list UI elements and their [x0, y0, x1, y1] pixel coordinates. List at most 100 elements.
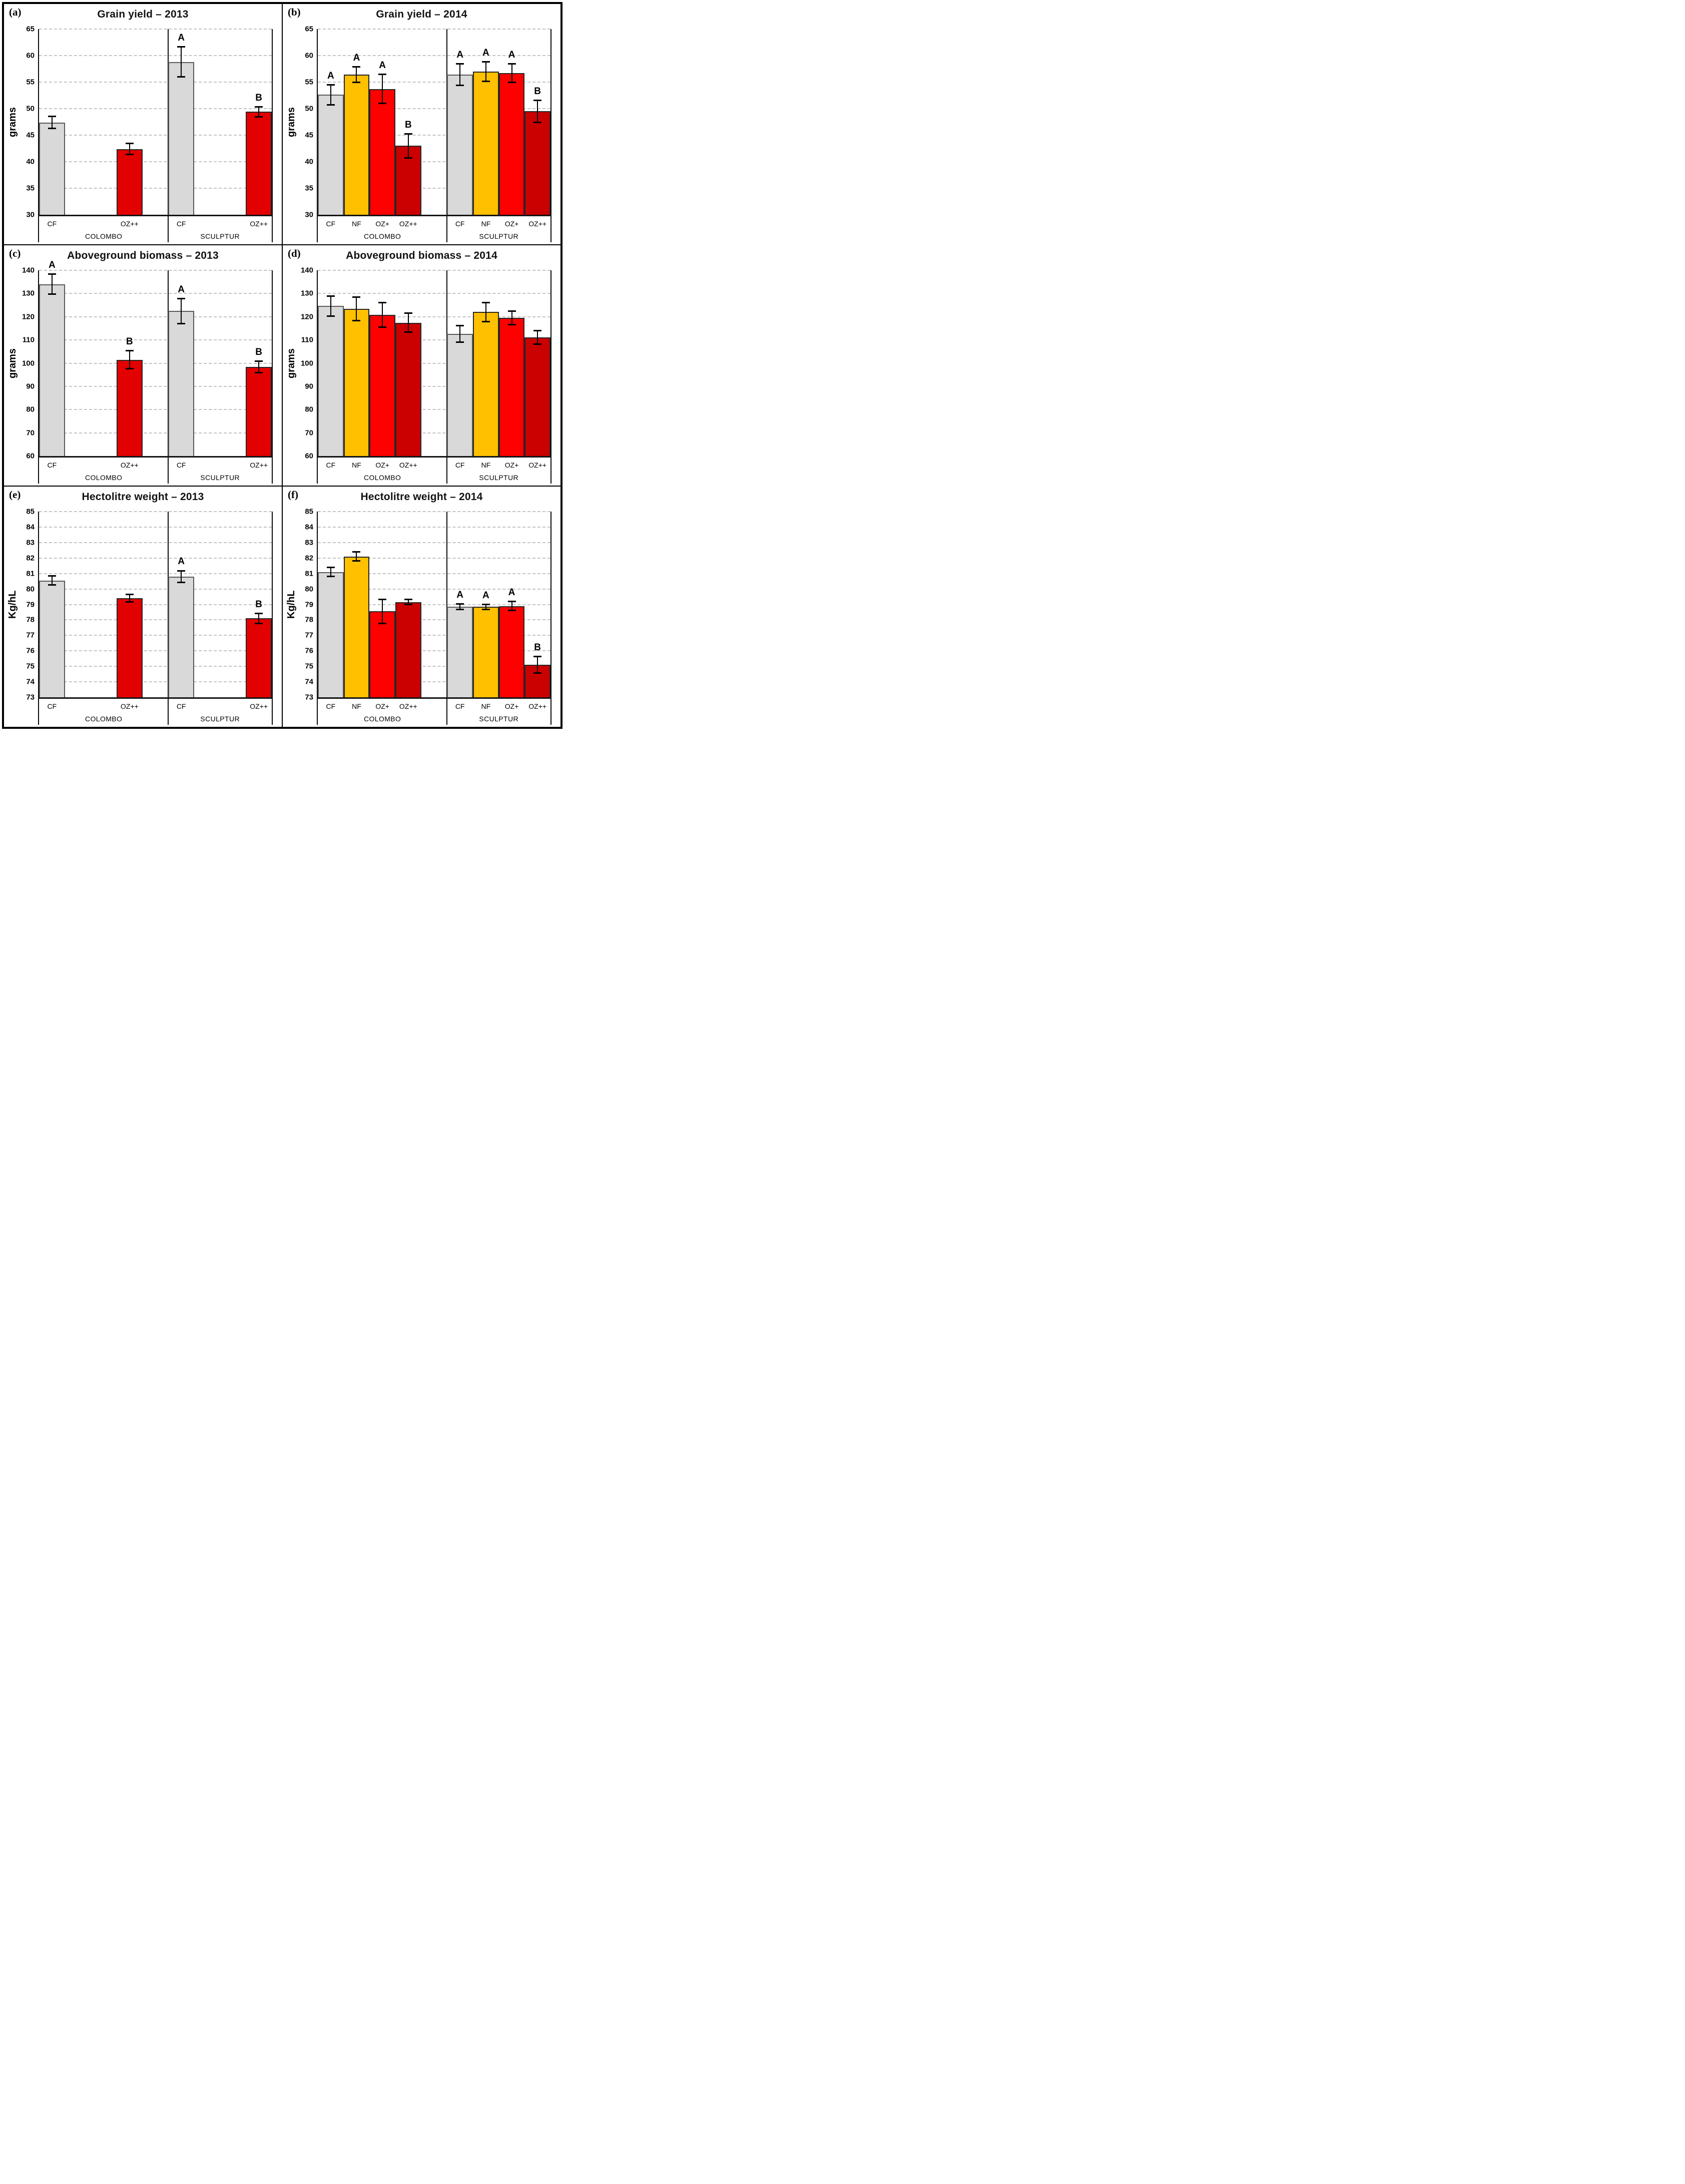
bar-colombo-ozpp — [116, 359, 143, 456]
error-bar-cap-top — [48, 115, 56, 117]
error-bar-line — [537, 330, 538, 345]
y-tick-label: 80 — [305, 585, 313, 594]
error-bar-cap-bottom — [125, 601, 134, 603]
chart-panel: (b) Grain yield – 2014 grams 30 35 40 45 50 55 60… — [282, 4, 561, 245]
y-tick-label: 55 — [305, 78, 313, 87]
error-bar-cap-top — [404, 312, 412, 314]
error-bar-cap-bottom — [481, 80, 490, 82]
panel-header: (d) Aboveground biomass – 2014 — [283, 245, 560, 267]
significance-letter-sculptur-ozp: A — [508, 49, 515, 60]
error-bar-cap-bottom — [125, 368, 134, 370]
group-label-colombo: COLOMBO — [363, 474, 401, 482]
panel-header: (c) Aboveground biomass – 2013 — [4, 245, 282, 267]
bar-sculptur-cf — [168, 62, 194, 215]
bar-colombo-cf — [39, 122, 65, 215]
y-tick-label: 60 — [305, 452, 313, 461]
error-bar-cap-top — [378, 74, 387, 76]
error-bar-line — [407, 133, 409, 158]
bar-colombo-cf — [318, 95, 344, 215]
error-bar-cap-top — [326, 567, 335, 569]
panel-header: (a) Grain yield – 2013 — [4, 4, 282, 26]
y-tick-label: 74 — [305, 677, 313, 686]
gridline — [39, 573, 272, 574]
category-axis-area: CF OZ++ COLOMBO CF OZ++ SCULPTUR — [38, 458, 273, 484]
error-bar-line — [485, 604, 486, 610]
error-bar-cap-top — [481, 603, 490, 605]
bar-sculptur-nf — [472, 71, 499, 215]
gridline — [39, 635, 272, 636]
significance-letter-sculptur-ozpp: B — [255, 599, 263, 610]
x-tick-label-sculptur-nf: NF — [481, 461, 491, 469]
chart-area: Kg/hL 73 74 75 76 77 78 79 80 81 82 83 84 85 A A A B CF NF O… — [286, 508, 551, 725]
bar-colombo-ozpp — [116, 149, 143, 215]
x-tick-label-colombo-ozp: OZ+ — [375, 220, 389, 228]
y-tick-label: 60 — [26, 452, 35, 461]
y-tick-label: 50 — [26, 104, 35, 113]
y-tick-label: 35 — [26, 184, 35, 193]
bar-sculptur-cf — [168, 311, 194, 456]
error-bar-cap-bottom — [177, 322, 186, 324]
gridline — [39, 385, 272, 387]
gridline — [318, 270, 550, 271]
gridline — [39, 542, 272, 543]
y-tick-label: 75 — [305, 662, 313, 671]
error-bar-cap-top — [125, 142, 134, 144]
gridline — [318, 188, 550, 189]
y-axis-title: grams — [7, 348, 18, 378]
gridline — [39, 409, 272, 410]
plot-area: Kg/hL 73 74 75 76 77 78 79 80 81 82 83 84 85 A A A B — [286, 508, 551, 702]
error-bar-cap-top — [404, 599, 412, 601]
y-tick-label: 79 — [26, 600, 35, 609]
error-bar-cap-bottom — [352, 319, 361, 321]
panel-letter-label: (f) — [288, 489, 298, 501]
error-bar-line — [356, 297, 357, 321]
x-tick-label-sculptur-cf: CF — [455, 461, 465, 469]
error-bar-line — [485, 61, 486, 82]
significance-letter-colombo-cf: A — [327, 71, 334, 82]
x-tick-label-colombo-ozp: OZ+ — [375, 461, 389, 469]
bar-colombo-cf — [318, 572, 344, 697]
gridline — [318, 588, 550, 590]
x-tick-label-colombo-ozpp: OZ++ — [399, 461, 417, 469]
bar-sculptur-ozpp — [246, 366, 272, 456]
chart-area: grams 30 35 40 45 50 55 60 65 A A A B A A A B CF NF OZ+ OZ++… — [286, 25, 551, 242]
error-bar-cap-bottom — [378, 623, 387, 625]
y-tick-label: 80 — [26, 405, 35, 414]
error-bar-cap-bottom — [326, 575, 335, 577]
y-tick-label: 76 — [305, 646, 313, 655]
gridline — [39, 339, 272, 341]
chart-panel: (f) Hectolitre weight – 2014 Kg/hL 73 74 75 76… — [282, 486, 561, 727]
x-tick-label-sculptur-nf: NF — [481, 220, 491, 228]
error-bar-cap-top — [456, 603, 464, 605]
bar-sculptur-ozpp — [524, 337, 550, 456]
error-bar-cap-bottom — [507, 82, 516, 84]
error-bar-cap-bottom — [456, 341, 464, 343]
bar-colombo-ozpp — [395, 146, 421, 215]
error-bar-line — [382, 74, 383, 104]
error-bar-line — [459, 63, 461, 86]
gridline — [39, 29, 272, 30]
significance-letter-sculptur-ozpp: B — [534, 86, 541, 97]
gridline — [318, 681, 550, 683]
group-divider-line — [446, 699, 448, 725]
significance-letter-colombo-ozpp: B — [404, 119, 412, 130]
gridline — [318, 604, 550, 605]
error-bar-line — [330, 567, 331, 577]
y-tick-label: 90 — [305, 382, 313, 391]
group-label-sculptur: SCULPTUR — [200, 232, 240, 240]
gridline — [318, 82, 550, 83]
y-tick-label: 100 — [22, 359, 35, 367]
y-tick-label: 80 — [305, 405, 313, 414]
gridline — [318, 526, 550, 528]
error-bar-line — [382, 302, 383, 328]
error-bar-line — [129, 350, 130, 369]
error-bar-cap-bottom — [255, 623, 263, 625]
x-tick-label-sculptur-ozp: OZ+ — [504, 702, 519, 710]
gridline — [318, 316, 550, 317]
error-bar-cap-bottom — [481, 608, 490, 610]
bar-colombo-cf — [39, 284, 65, 456]
group-label-sculptur: SCULPTUR — [200, 474, 240, 482]
x-tick-label-colombo-ozpp: OZ++ — [399, 220, 417, 228]
y-tick-label: 30 — [26, 210, 35, 219]
group-label-sculptur: SCULPTUR — [479, 715, 518, 723]
